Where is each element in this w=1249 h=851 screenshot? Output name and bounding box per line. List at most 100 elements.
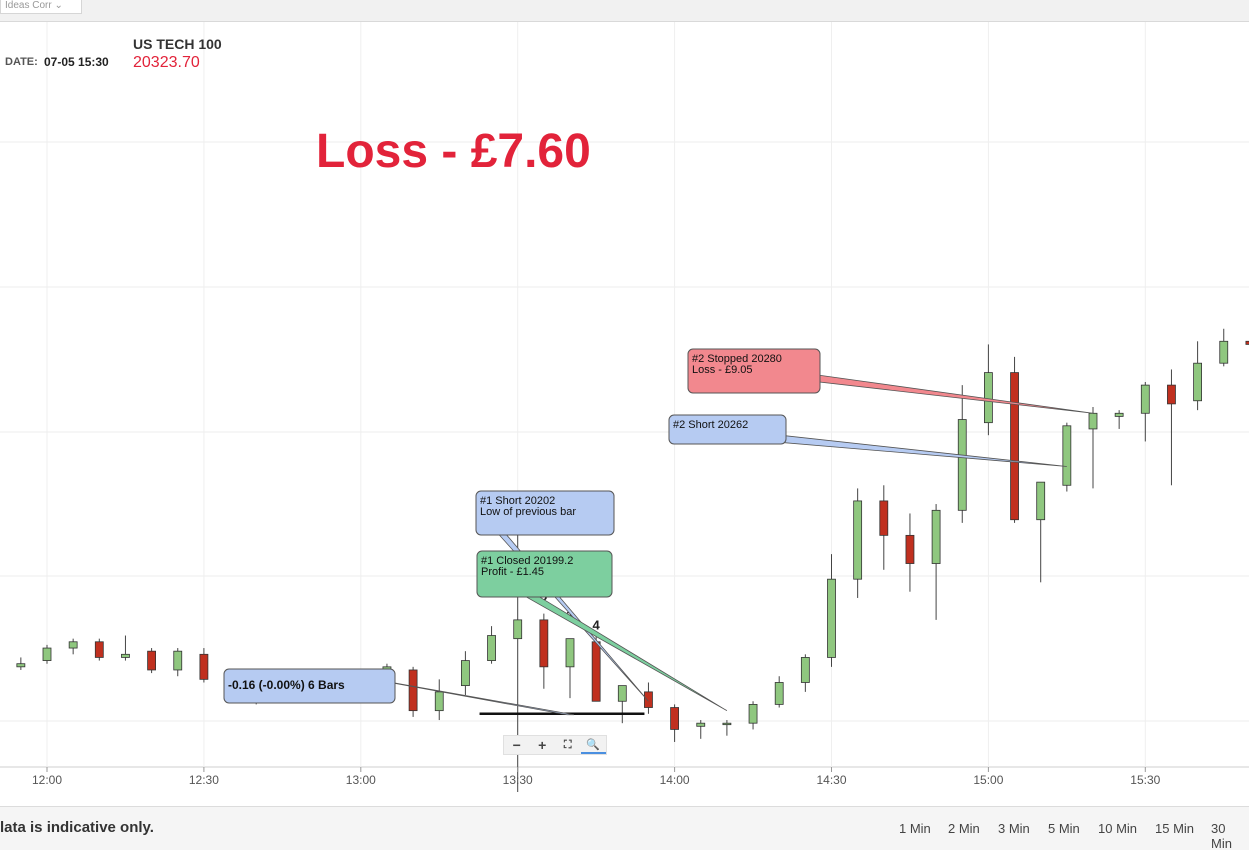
candle-body	[931, 509, 941, 564]
candle-body	[800, 657, 810, 683]
loss-title: Loss - £7.60	[316, 125, 591, 178]
fit-button[interactable]: ⛶	[563, 739, 572, 751]
x-tick-label: 14:30	[816, 773, 846, 787]
zoom-reset-button[interactable]: 🔍	[580, 736, 606, 754]
candle	[16, 657, 26, 670]
callout-blue: #2 Short 20262	[668, 414, 1067, 467]
candle-body	[957, 419, 967, 511]
x-tick-label: 15:30	[1130, 773, 1160, 787]
callout-text: -0.16 (-0.00%) 6 Bars	[228, 678, 345, 692]
candle	[984, 344, 993, 436]
instrument-price: 20323.70	[133, 54, 200, 71]
candle-body	[513, 619, 523, 640]
candle	[853, 488, 863, 598]
candle-body	[722, 722, 732, 726]
x-tick-label: 12:00	[32, 773, 62, 787]
candle-body	[1114, 412, 1124, 417]
candle-body	[879, 500, 889, 536]
candle-body	[434, 691, 444, 712]
callout-text: #1 Short 20202	[480, 495, 555, 507]
callout-box	[476, 550, 613, 598]
candle-body	[1036, 481, 1046, 521]
candle-body	[68, 641, 78, 649]
chart-grid	[0, 22, 1249, 768]
candle	[1036, 481, 1046, 583]
candle	[1219, 328, 1229, 367]
candle	[1088, 407, 1098, 489]
callout-text: Low of previous bar	[480, 506, 576, 518]
zoom-in-button[interactable]: +	[538, 737, 547, 753]
callout-text: #2 Stopped 20280	[692, 353, 782, 365]
candle	[147, 648, 157, 674]
candle-body	[173, 650, 183, 671]
candle	[670, 704, 679, 742]
candle-body	[94, 641, 104, 658]
timeframe-10min[interactable]: 10 Min	[1098, 821, 1138, 836]
candle-body	[539, 619, 549, 668]
callout-box	[668, 414, 787, 445]
candle-body	[644, 691, 653, 708]
candle-body	[1010, 372, 1019, 521]
x-axis: 12:00 12:30 13:00 13:30 14:00 14:30 15:00 15:30…	[32, 767, 1161, 787]
timeframe-2min[interactable]: 2 Min	[948, 821, 980, 836]
footer-bar: lata is indicative only. 1 Min 2 Min 3 M…	[0, 806, 1249, 851]
candle-body	[16, 663, 26, 668]
bar-number-label: 4	[593, 617, 601, 632]
candle	[644, 682, 653, 714]
candle	[487, 626, 496, 664]
candle	[774, 676, 784, 708]
candle-body	[565, 638, 575, 668]
candle	[879, 485, 889, 570]
callout-box	[687, 348, 821, 394]
zoom-out-button[interactable]: −	[512, 737, 521, 753]
candle	[1193, 341, 1202, 411]
candle	[1114, 410, 1124, 429]
x-tick-label: 13:00	[346, 773, 376, 787]
price-chart[interactable]: 12:00 12:30 13:00 13:30 14:00 14:30 15:00 15:30…	[0, 22, 1249, 806]
candle	[696, 720, 706, 739]
timeframe-3min[interactable]: 3 Min	[998, 821, 1030, 836]
zoom-controls: − + ⛶ 🔍	[503, 735, 607, 755]
candle-body	[591, 641, 601, 702]
candle-body	[1245, 340, 1249, 345]
callout-text: #1 Closed 20199.2	[481, 555, 573, 567]
candle-body	[984, 372, 993, 424]
candle-body	[1193, 362, 1202, 402]
candle-body	[696, 722, 706, 727]
instrument-name: US TECH 100	[133, 36, 222, 52]
candle-body	[460, 660, 470, 687]
candle	[1167, 369, 1176, 486]
candle-body	[121, 653, 130, 658]
candle	[199, 648, 209, 683]
candle-body	[147, 650, 157, 671]
candle-body	[408, 669, 418, 712]
timeframe-30min[interactable]: 30 Min	[1211, 821, 1232, 851]
candle	[1140, 381, 1150, 442]
timeframe-1min[interactable]: 1 Min	[899, 821, 931, 836]
instrument-tab[interactable]: Ideas Corr ⌄	[0, 0, 82, 14]
candle-body	[748, 703, 758, 724]
timeframe-5min[interactable]: 5 Min	[1048, 821, 1080, 836]
timeframe-15min[interactable]: 15 Min	[1155, 821, 1195, 836]
instrument-tab-label: Ideas Corr	[5, 0, 52, 11]
candle-body	[670, 707, 679, 730]
x-tick-label: 13:30	[503, 773, 533, 787]
candle	[42, 644, 52, 664]
candle-body	[827, 578, 836, 658]
date-label: DATE:	[5, 56, 38, 68]
callout-text: Loss - £9.05	[692, 364, 753, 376]
candle-body	[1219, 340, 1229, 364]
candle-body	[487, 635, 496, 661]
disclaimer-note: lata is indicative only.	[0, 819, 154, 836]
callout-blue: -0.16 (-0.00%) 6 Bars	[223, 668, 575, 716]
candle	[617, 685, 627, 724]
x-tick-label: 15:00	[973, 773, 1003, 787]
candle-body	[42, 647, 52, 661]
candle	[957, 385, 967, 523]
callout-box	[475, 490, 615, 536]
candle	[931, 504, 941, 620]
x-tick-label: 14:00	[660, 773, 690, 787]
